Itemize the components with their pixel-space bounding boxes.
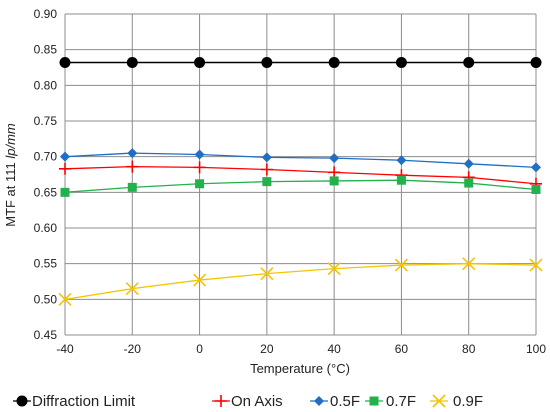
legend-label: Diffraction Limit bbox=[32, 393, 136, 410]
data-point bbox=[327, 262, 341, 276]
y-tick-label: 0.70 bbox=[34, 150, 58, 164]
series-3 bbox=[60, 175, 541, 197]
data-point bbox=[58, 292, 72, 306]
y-tick-label: 0.90 bbox=[34, 7, 58, 21]
data-point bbox=[194, 149, 205, 160]
legend-item: 0.7F bbox=[365, 393, 416, 410]
data-point bbox=[531, 162, 541, 173]
data-point bbox=[127, 182, 137, 192]
series-group bbox=[58, 57, 543, 306]
data-point bbox=[328, 57, 340, 69]
data-point bbox=[396, 175, 406, 185]
data-point bbox=[193, 273, 207, 287]
data-point bbox=[329, 153, 340, 164]
data-point bbox=[396, 155, 407, 166]
legend-marker bbox=[16, 395, 28, 407]
data-point bbox=[59, 162, 71, 175]
series-line bbox=[64, 179, 537, 193]
data-point bbox=[462, 257, 476, 271]
y-axis-label-unit: lp/mm bbox=[3, 123, 18, 159]
x-tick-label: 40 bbox=[327, 342, 341, 356]
legend-item: 0.5F bbox=[310, 393, 360, 410]
data-point bbox=[59, 57, 71, 69]
data-point bbox=[195, 179, 205, 189]
x-tick-label: 100 bbox=[526, 342, 546, 356]
series-4 bbox=[58, 257, 543, 306]
data-point bbox=[329, 176, 339, 186]
y-tick-label: 0.45 bbox=[34, 328, 58, 342]
data-point bbox=[463, 57, 475, 69]
data-point bbox=[127, 148, 138, 159]
data-point bbox=[464, 178, 474, 188]
data-point bbox=[126, 57, 138, 69]
y-axis-label: MTF at 111 lp/mm bbox=[3, 123, 18, 227]
data-point bbox=[193, 161, 206, 174]
y-tick-label: 0.55 bbox=[34, 257, 58, 271]
x-tick-label: 20 bbox=[260, 342, 274, 356]
data-point bbox=[530, 57, 542, 69]
data-point bbox=[531, 184, 541, 194]
x-tick-label: 60 bbox=[395, 342, 409, 356]
x-tick-label: -20 bbox=[124, 342, 142, 356]
series-0 bbox=[59, 57, 542, 69]
legend-marker bbox=[432, 394, 446, 408]
data-point bbox=[260, 163, 273, 176]
legend-marker bbox=[314, 396, 324, 406]
y-tick-label: 0.65 bbox=[34, 185, 58, 199]
y-tick-label: 0.60 bbox=[34, 221, 58, 235]
legend-item: On Axis bbox=[212, 393, 283, 410]
data-point bbox=[261, 152, 272, 163]
legend-marker bbox=[215, 395, 227, 407]
x-tick-label: 80 bbox=[462, 342, 476, 356]
series-1 bbox=[59, 160, 542, 190]
data-point bbox=[125, 282, 139, 296]
data-point bbox=[463, 158, 474, 169]
data-point bbox=[328, 166, 341, 179]
legend-label: 0.7F bbox=[386, 393, 416, 410]
legend-marker bbox=[369, 396, 379, 406]
legend-item: 0.9F bbox=[430, 393, 483, 410]
data-point bbox=[262, 177, 272, 187]
legend-item: Diffraction Limit bbox=[13, 393, 136, 410]
x-tick-label: -40 bbox=[56, 342, 74, 356]
data-point bbox=[529, 258, 543, 272]
data-point bbox=[395, 57, 407, 69]
series-2 bbox=[60, 148, 541, 173]
y-axis-tick-labels: 0.45 0.50 0.55 0.60 0.65 0.70 0.75 0.80 0.85 0.90 bbox=[34, 7, 58, 342]
legend-label: On Axis bbox=[231, 393, 283, 410]
data-point bbox=[194, 57, 206, 69]
legend-label: 0.5F bbox=[330, 393, 360, 410]
x-axis-tick-labels: -40 -20 0 20 40 60 80 100 bbox=[56, 342, 546, 356]
data-point bbox=[260, 267, 274, 281]
y-tick-label: 0.85 bbox=[34, 43, 58, 57]
data-point bbox=[126, 160, 139, 173]
x-axis-label: Temperature (°C) bbox=[250, 361, 350, 376]
x-tick-label: 0 bbox=[196, 342, 203, 356]
series-line bbox=[64, 152, 537, 169]
series-line bbox=[64, 165, 537, 185]
data-point bbox=[60, 151, 70, 162]
data-point bbox=[261, 57, 273, 69]
y-tick-label: 0.80 bbox=[34, 78, 58, 92]
legend: Diffraction Limit On Axis 0.5F 0.7F 0.9F bbox=[13, 393, 483, 410]
data-point bbox=[60, 187, 70, 197]
y-axis-label-prefix: MTF at 111 bbox=[3, 159, 18, 227]
legend-label: 0.9F bbox=[453, 393, 483, 410]
data-point bbox=[394, 258, 408, 272]
y-tick-label: 0.75 bbox=[34, 114, 58, 128]
y-tick-label: 0.50 bbox=[34, 292, 58, 306]
series-line bbox=[64, 263, 537, 300]
